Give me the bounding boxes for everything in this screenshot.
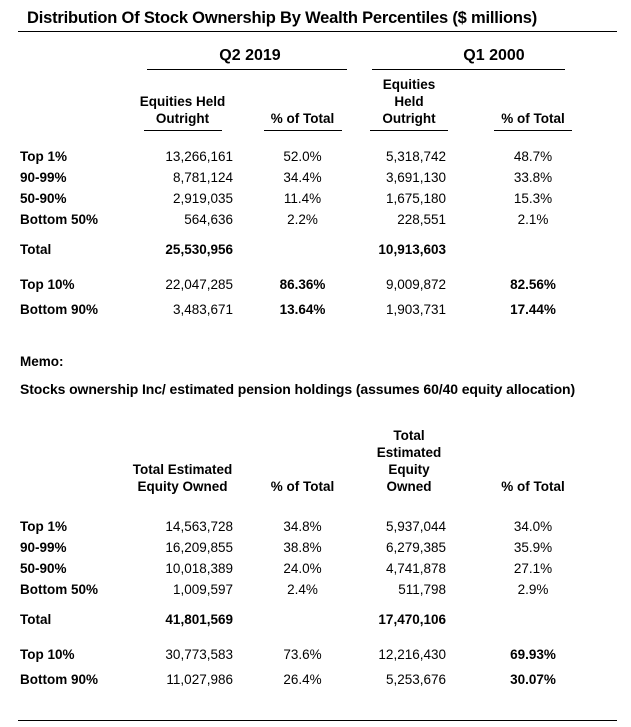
period-underline xyxy=(147,69,347,70)
title-underline xyxy=(18,31,617,32)
table-row: 90-99% 16,209,855 38.8% 6,279,385 35.9% xyxy=(20,540,553,555)
summary-row-bottom90: Bottom 90% 3,483,671 13.64% 1,903,731 17… xyxy=(20,302,556,317)
page-title: Distribution Of Stock Ownership By Wealt… xyxy=(27,9,538,27)
outright-table: Q2 2019 Q1 2000 Equities Held Outright %… xyxy=(20,32,618,320)
column-header-total-estimated-equity: Total Estimated Equity Owned xyxy=(132,462,233,494)
summary-row-top10: Top 10% 30,773,583 73.6% 12,216,430 69.9… xyxy=(20,647,556,662)
column-header-pct-of-total: % of Total xyxy=(235,70,370,131)
memo-text: Stocks ownership Inc/ estimated pension … xyxy=(20,381,576,397)
period-header-q1-2000: Q1 2000 xyxy=(370,32,618,70)
period-header-row: Q2 2019 Q1 2000 xyxy=(20,32,618,70)
pension-table: Total Estimated Equity Owned % of Total … xyxy=(20,427,618,690)
table-row: Bottom 50% 1,009,597 2.4% 511,798 2.9% xyxy=(20,582,549,597)
column-header-row: Total Estimated Equity Owned % of Total … xyxy=(20,427,618,496)
summary-row-bottom90: Bottom 90% 11,027,986 26.4% 5,253,676 30… xyxy=(20,672,556,687)
total-row: Total 41,801,569 17,470,106 xyxy=(20,612,446,627)
table-row: 50-90% 2,919,035 11.4% 1,675,180 15.3% xyxy=(20,191,553,206)
column-header-equities-held-outright: Equities Held Outright xyxy=(130,70,235,131)
period-header-q2-2019: Q2 2019 xyxy=(130,32,370,70)
column-header-pct-of-total: % of Total xyxy=(448,70,618,131)
table-row: 90-99% 8,781,124 34.4% 3,691,130 33.8% xyxy=(20,170,553,185)
column-header-row: Equities Held Outright % of Total Equiti… xyxy=(20,70,618,131)
memo-label: Memo: xyxy=(20,354,64,369)
summary-row-top10: Top 10% 22,047,285 86.36% 9,009,872 82.5… xyxy=(20,277,556,292)
column-header-pct-of-total: % of Total xyxy=(501,479,565,494)
period-label: Q1 2000 xyxy=(463,47,525,64)
table-row: 50-90% 10,018,389 24.0% 4,741,878 27.1% xyxy=(20,561,553,576)
column-header-pct-of-total: % of Total xyxy=(270,479,335,494)
table-row: Top 1% 13,266,161 52.0% 5,318,742 48.7% xyxy=(20,149,553,164)
period-label: Q2 2019 xyxy=(219,47,281,64)
column-header-equities-held-outright: Equities Held Outright xyxy=(370,70,448,131)
memo-section: Memo: Stocks ownership Inc/ estimated pe… xyxy=(20,354,631,397)
period-underline xyxy=(372,69,565,70)
table-row: Bottom 50% 564,636 2.2% 228,551 2.1% xyxy=(20,212,549,227)
total-row: Total 25,530,956 10,913,603 xyxy=(20,242,446,257)
column-header-total-estimated-equity: Total Estimated Equity Owned xyxy=(376,428,442,494)
table-row: Top 1% 14,563,728 34.8% 5,937,044 34.0% xyxy=(20,519,553,534)
footer-divider xyxy=(18,720,617,721)
